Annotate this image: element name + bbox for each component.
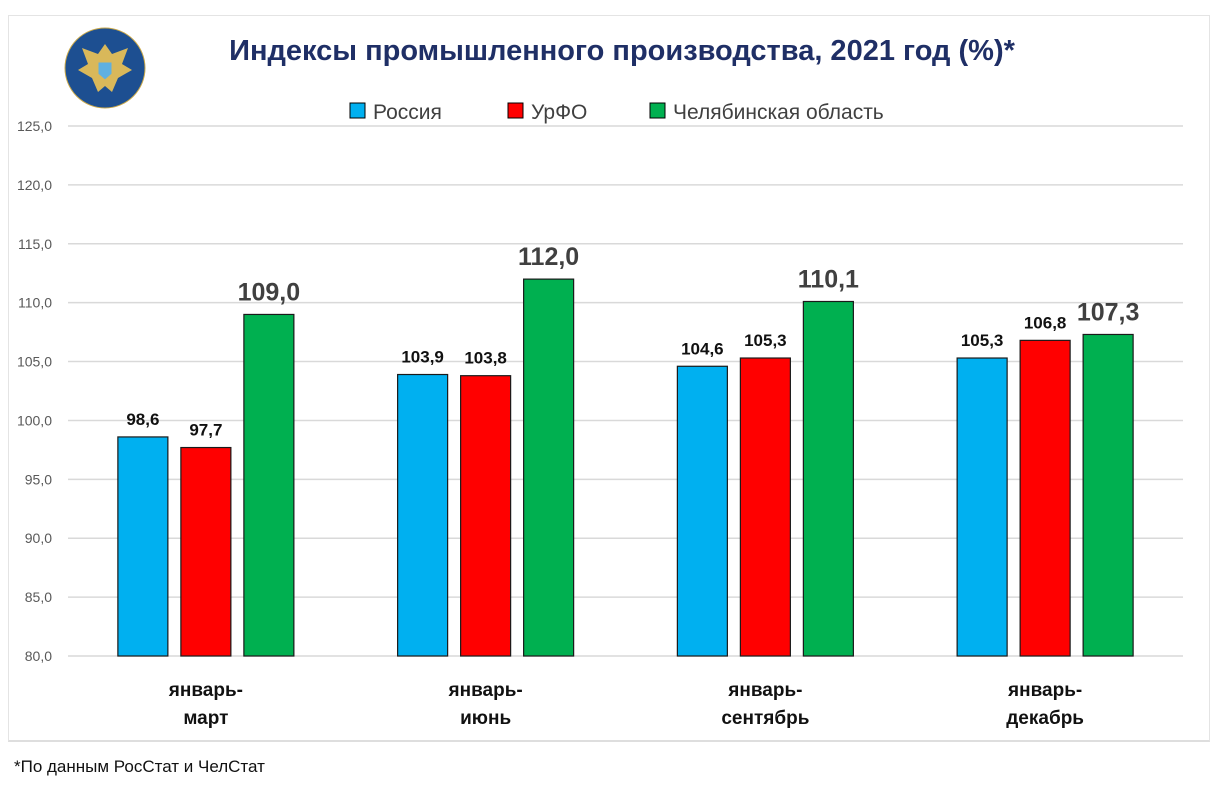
- data-label: 110,1: [798, 265, 859, 293]
- data-label: 97,7: [189, 421, 222, 440]
- x-tick-label: январь-: [448, 680, 523, 701]
- x-tick-label: июнь: [460, 708, 511, 729]
- y-axis: 80,0 85,0 90,0 95,0 100,0 105,0 110,0 115,0 120,…: [17, 118, 52, 664]
- data-label: 109,0: [238, 278, 301, 306]
- chart-frame: [8, 15, 1210, 742]
- x-axis: январь-март январь-июнь январь-сентябрь янв…: [168, 680, 1084, 729]
- data-label: 103,8: [464, 349, 507, 368]
- y-tick-label: 115,0: [18, 236, 52, 252]
- y-tick-label: 80,0: [25, 648, 52, 664]
- bar: [956, 357, 1008, 657]
- bars: 98,6 97,7 109,0 103,9 103,8 112,0 104,6 105,3 11…: [117, 243, 1140, 657]
- y-tick-label: 120,0: [17, 177, 52, 193]
- x-tick-label: январь-: [1007, 680, 1082, 701]
- x-tick-label: январь-: [168, 680, 243, 701]
- legend-swatch: [349, 102, 366, 119]
- bar: [460, 375, 512, 657]
- logo-emblem: [64, 27, 146, 109]
- bar: [676, 365, 728, 657]
- y-tick-label: 100,0: [17, 412, 52, 428]
- data-label: 105,3: [961, 331, 1004, 350]
- bar: [180, 446, 232, 657]
- y-tick-label: 110,0: [18, 295, 52, 311]
- y-tick-label: 125,0: [17, 118, 52, 134]
- data-label: 103,9: [401, 348, 444, 367]
- legend-swatch: [507, 102, 524, 119]
- data-label: 106,8: [1024, 313, 1067, 332]
- x-tick-label: сентябрь: [721, 708, 809, 729]
- bar: [117, 436, 169, 657]
- chart-title: Индексы промышленного производства, 2021…: [229, 35, 1015, 67]
- footnote: *По данным РосСтат и ЧелСтат: [14, 757, 265, 776]
- legend-swatch: [649, 102, 666, 119]
- legend: Россия УрФО Челябинская область: [349, 101, 884, 124]
- bar: [739, 357, 791, 657]
- y-tick-label: 85,0: [25, 589, 52, 605]
- y-tick-label: 95,0: [25, 471, 52, 487]
- bar: [1082, 333, 1134, 657]
- x-tick-label: январь-: [727, 680, 802, 701]
- bar: [802, 300, 854, 657]
- bar: [1019, 339, 1071, 657]
- gridlines: [68, 125, 1183, 657]
- data-label: 105,3: [744, 331, 787, 350]
- x-tick-label: декабрь: [1006, 708, 1084, 729]
- legend-label: Россия: [373, 101, 442, 124]
- y-tick-label: 90,0: [25, 530, 52, 546]
- data-label: 107,3: [1077, 298, 1140, 326]
- x-tick-label: март: [183, 708, 228, 729]
- legend-label: Челябинская область: [673, 101, 884, 124]
- data-label: 98,6: [126, 410, 159, 429]
- y-tick-label: 105,0: [17, 354, 52, 370]
- legend-label: УрФО: [531, 101, 587, 124]
- data-label: 104,6: [681, 339, 724, 358]
- bar: [397, 373, 449, 657]
- bar: [243, 313, 295, 657]
- bar: [523, 278, 575, 657]
- data-label: 112,0: [518, 243, 579, 271]
